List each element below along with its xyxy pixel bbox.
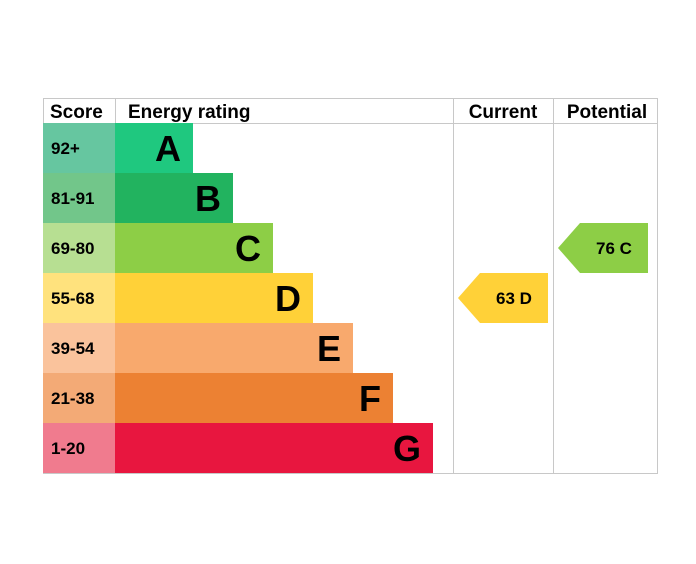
score-cell-g xyxy=(43,423,115,473)
score-cell-f xyxy=(43,373,115,423)
rating-letter-e: E xyxy=(317,328,341,369)
score-cell-e xyxy=(43,323,115,373)
current-arrow xyxy=(458,273,548,323)
score-cell-d xyxy=(43,273,115,323)
score-cell-a xyxy=(43,123,115,173)
rating-letter-a: A xyxy=(155,128,181,169)
current-rating-label: 63 D xyxy=(496,289,532,308)
rating-bands: 92+ A 81-91 B 69-80 C 55-68 D 39-54 E 21-38 F 1-20 G xyxy=(43,123,433,473)
score-range-d: 55-68 xyxy=(51,289,94,308)
rating-bar-d xyxy=(115,273,313,323)
rating-letter-d: D xyxy=(275,278,301,319)
rating-bar-f xyxy=(115,373,393,423)
rating-bar-b xyxy=(115,173,233,223)
score-range-a: 92+ xyxy=(51,139,80,158)
rating-letter-g: G xyxy=(393,428,421,469)
rating-letter-f: F xyxy=(359,378,381,419)
score-range-g: 1-20 xyxy=(51,439,85,458)
rating-bar-e xyxy=(115,323,353,373)
rating-bar-g xyxy=(115,423,433,473)
potential-arrow xyxy=(558,223,648,273)
potential-column-header: Potential xyxy=(567,102,647,123)
score-cell-b xyxy=(43,173,115,223)
score-cell-c xyxy=(43,223,115,273)
rating-letter-b: B xyxy=(195,178,221,219)
rating-letter-c: C xyxy=(235,228,261,269)
score-range-f: 21-38 xyxy=(51,389,94,408)
score-range-b: 81-91 xyxy=(51,189,94,208)
current-column-header: Current xyxy=(469,102,538,123)
rating-bar-a xyxy=(115,123,193,173)
energy-rating-column-header: Energy rating xyxy=(128,102,250,123)
potential-rating-label: 76 C xyxy=(596,239,632,258)
rating-bar-c xyxy=(115,223,273,273)
score-column-header: Score xyxy=(50,102,103,123)
rating-arrows: 63 D 76 C xyxy=(458,223,648,323)
score-range-c: 69-80 xyxy=(51,239,94,258)
score-range-e: 39-54 xyxy=(51,339,95,358)
